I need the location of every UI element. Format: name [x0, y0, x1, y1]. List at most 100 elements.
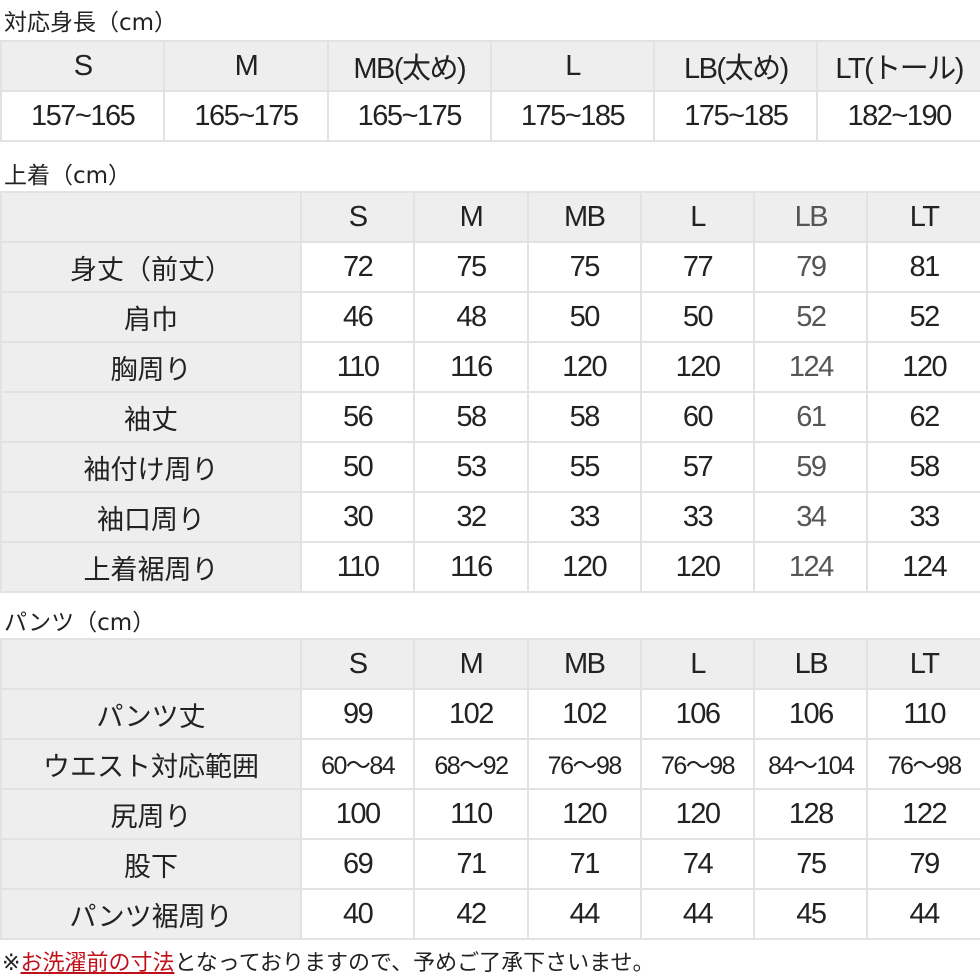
jacket-section-title: 上着（cm）	[4, 163, 132, 189]
size-header: MB	[526, 638, 642, 690]
row-label: 肩巾	[0, 291, 302, 343]
table-row: 袖丈 56 58 58 60 61 62	[0, 391, 980, 443]
table-row: 尻周り 100 110 120 120 128 122	[0, 788, 980, 840]
size-header-row: S M MB L LB LT	[0, 638, 980, 690]
value-cell: 120	[526, 341, 642, 393]
value-cell: 33	[639, 491, 756, 543]
value-cell: 76～98	[639, 738, 756, 790]
value-cell: 68～92	[413, 738, 529, 790]
corner-cell	[0, 191, 302, 243]
row-label: ウエスト対応範囲	[0, 738, 302, 790]
value-cell: 30	[299, 491, 416, 543]
value-cell: 32	[413, 491, 529, 543]
value-cell: 124	[753, 341, 869, 393]
value-cell: 75	[753, 838, 869, 890]
value-cell: 62	[866, 391, 980, 443]
value-cell: 55	[526, 441, 642, 493]
size-header: M	[163, 40, 329, 92]
pants-table: S M MB L LB LT パンツ丈 99 102 102 106 106 110 ウエスト対応範囲 60…	[0, 638, 980, 940]
value-cell: 102	[413, 688, 529, 740]
value-cell: 40	[299, 888, 416, 940]
size-header: LT	[866, 638, 980, 690]
value-cell: 124	[866, 541, 980, 593]
row-label: 袖丈	[0, 391, 302, 443]
height-row: 157~165 165~175 165~175 175~185 175~185 182~1…	[0, 90, 980, 142]
value-cell: 52	[866, 291, 980, 343]
value-cell: 69	[299, 838, 416, 890]
size-header: MB(太め)	[326, 40, 492, 92]
value-cell: 110	[299, 541, 416, 593]
value-cell: 58	[866, 441, 980, 493]
table-row: 袖口周り 30 32 33 33 34 33	[0, 491, 980, 543]
value-cell: 46	[299, 291, 416, 343]
value-cell: 81	[866, 241, 980, 293]
corner-cell	[0, 638, 302, 690]
value-cell: 76～98	[526, 738, 642, 790]
value-cell: 110	[413, 788, 529, 840]
value-cell: 110	[866, 688, 980, 740]
value-cell: 48	[413, 291, 529, 343]
size-header: L	[639, 638, 756, 690]
size-header: LT(トール)	[816, 40, 980, 92]
size-header: L	[639, 191, 756, 243]
height-table: S M MB(太め) L LB(太め) LT(トール) 157~165 165~175 165…	[0, 40, 980, 142]
value-cell: 57	[639, 441, 756, 493]
value-cell: 61	[753, 391, 869, 443]
value-cell: 110	[299, 341, 416, 393]
table-row: パンツ裾周り 40 42 44 44 45 44	[0, 888, 980, 940]
value-cell: 120	[639, 541, 756, 593]
value-cell: 45	[753, 888, 869, 940]
value-cell: 79	[866, 838, 980, 890]
value-cell: 120	[526, 541, 642, 593]
value-cell: 120	[639, 341, 756, 393]
height-range-cell: 175~185	[653, 90, 819, 142]
table-row: 胸周り 110 116 120 120 124 120	[0, 341, 980, 393]
value-cell: 60～84	[299, 738, 416, 790]
height-range-cell: 157~165	[0, 90, 166, 142]
row-label: パンツ裾周り	[0, 888, 302, 940]
row-label: 尻周り	[0, 788, 302, 840]
value-cell: 44	[526, 888, 642, 940]
row-label: 股下	[0, 838, 302, 890]
value-cell: 84～104	[753, 738, 869, 790]
row-label: 袖口周り	[0, 491, 302, 543]
footnote-highlight: お洗濯前の寸法	[20, 951, 175, 976]
table-row: 股下 69 71 71 74 75 79	[0, 838, 980, 890]
value-cell: 58	[526, 391, 642, 443]
value-cell: 75	[526, 241, 642, 293]
row-label: 上着裾周り	[0, 541, 302, 593]
size-header-row: S M MB L LB LT	[0, 191, 980, 243]
footnote-mark: ※	[2, 951, 21, 976]
size-header: S	[0, 40, 166, 92]
value-cell: 72	[299, 241, 416, 293]
value-cell: 56	[299, 391, 416, 443]
row-label: パンツ丈	[0, 688, 302, 740]
row-label: 身丈（前丈）	[0, 241, 302, 293]
value-cell: 116	[413, 541, 529, 593]
value-cell: 106	[639, 688, 756, 740]
value-cell: 120	[866, 341, 980, 393]
footnote: ※お洗濯前の寸法となっておりますので、予めご了承下さいませ。	[2, 945, 655, 977]
value-cell: 58	[413, 391, 529, 443]
value-cell: 33	[526, 491, 642, 543]
value-cell: 79	[753, 241, 869, 293]
value-cell: 71	[526, 838, 642, 890]
value-cell: 50	[299, 441, 416, 493]
table-row: 袖付け周り 50 53 55 57 59 58	[0, 441, 980, 493]
row-label: 袖付け周り	[0, 441, 302, 493]
value-cell: 106	[753, 688, 869, 740]
value-cell: 122	[866, 788, 980, 840]
value-cell: 60	[639, 391, 756, 443]
value-cell: 74	[639, 838, 756, 890]
table-row: ウエスト対応範囲 60～84 68～92 76～98 76～98 84～104 76～98	[0, 738, 980, 790]
value-cell: 50	[639, 291, 756, 343]
size-header: LB	[753, 638, 869, 690]
value-cell: 34	[753, 491, 869, 543]
size-header: S	[299, 191, 416, 243]
size-header: M	[413, 638, 529, 690]
height-section-title: 対応身長（cm）	[4, 10, 178, 36]
size-header: LT	[866, 191, 980, 243]
value-cell: 100	[299, 788, 416, 840]
row-label: 胸周り	[0, 341, 302, 393]
table-row: 上着裾周り 110 116 120 120 124 124	[0, 541, 980, 593]
